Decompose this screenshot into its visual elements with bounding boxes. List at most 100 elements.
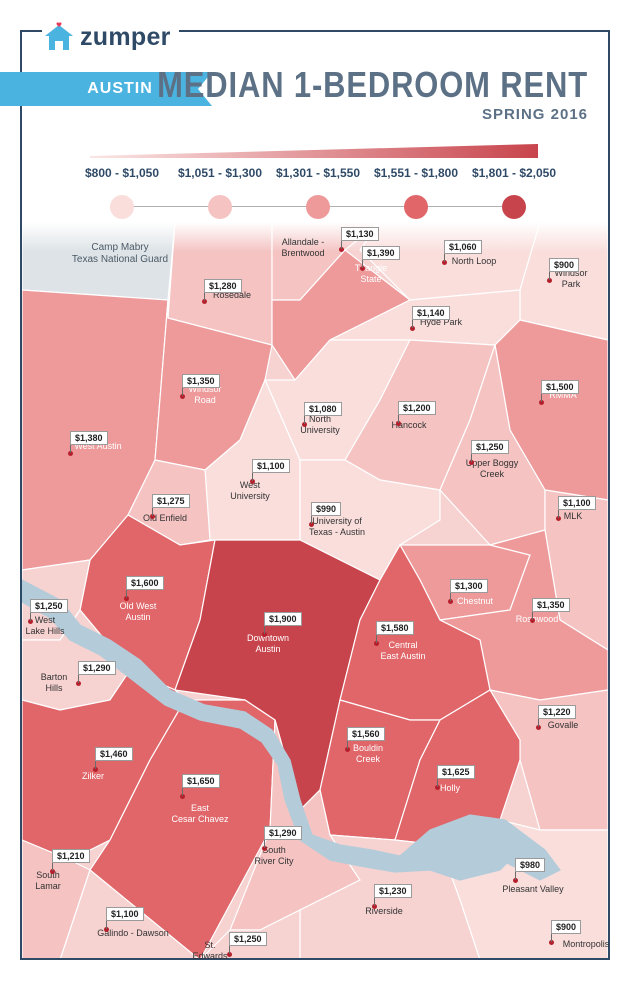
- price-flag: $1,580: [376, 621, 414, 635]
- price-flag: $900: [551, 920, 582, 934]
- price-flag: $1,650: [182, 774, 220, 788]
- neighborhood-name: Old Enfield: [142, 513, 188, 523]
- price-flag: $1,210: [52, 849, 90, 863]
- legend-swatch: [404, 195, 428, 219]
- legend-range-label: $1,551 - $1,800: [373, 166, 459, 180]
- neighborhood-name: Hancock: [391, 420, 427, 430]
- flag-pole: [376, 627, 377, 643]
- neighborhood-name: Chestnut: [456, 596, 494, 606]
- location-pin: [372, 904, 377, 909]
- flag-pole: [450, 585, 451, 601]
- neighborhood-name: Montropolis: [562, 939, 610, 949]
- location-pin: [435, 785, 440, 790]
- neighborhood-name: West University: [230, 480, 270, 501]
- neighborhood-name: Rosewood: [515, 614, 559, 624]
- flag-pole: [532, 604, 533, 620]
- location-pin: [104, 927, 109, 932]
- price-flag: $1,140: [412, 306, 450, 320]
- legend-range-label: $1,051 - $1,300: [177, 166, 263, 180]
- location-pin: [262, 632, 267, 637]
- flag-pole: [70, 437, 71, 453]
- legend-range-label: $1,301 - $1,550: [275, 166, 361, 180]
- price-flag: $1,080: [304, 402, 342, 416]
- neighborhood-name: Windsor Park: [554, 268, 588, 289]
- price-flag: $1,200: [398, 401, 436, 415]
- location-pin: [374, 641, 379, 646]
- location-pin: [530, 618, 535, 623]
- flag-pole: [541, 386, 542, 402]
- neighborhood-name: South Lamar: [35, 870, 61, 891]
- price-flag: $980: [515, 858, 546, 872]
- price-flag: $1,250: [30, 599, 68, 613]
- price-flag: $990: [311, 502, 342, 516]
- location-pin: [250, 479, 255, 484]
- location-pin: [513, 878, 518, 883]
- price-flag: $1,250: [229, 932, 267, 946]
- neighborhood-name: West Lake Hills: [25, 615, 65, 636]
- flag-pole: [471, 446, 472, 462]
- location-pin: [68, 451, 73, 456]
- location-pin: [360, 266, 365, 271]
- price-flag: $1,250: [471, 440, 509, 454]
- price-flag: $1,460: [95, 747, 133, 761]
- price-flag: $1,380: [70, 431, 108, 445]
- location-pin: [539, 400, 544, 405]
- price-flag: $1,625: [437, 765, 475, 779]
- location-pin: [76, 681, 81, 686]
- location-pin: [180, 394, 185, 399]
- zumper-logo: zumper: [42, 20, 179, 54]
- neighborhood-name: East Cesar Chavez: [171, 803, 229, 824]
- neighborhood-name: MLK: [563, 511, 583, 521]
- neighborhood-name: West Austin: [74, 441, 122, 451]
- flag-pole: [229, 938, 230, 954]
- location-pin: [202, 299, 207, 304]
- price-flag: $1,500: [541, 380, 579, 394]
- price-flag: $1,390: [362, 246, 400, 260]
- neighborhood-name: Allandale - Brentwood: [281, 237, 325, 258]
- location-pin: [93, 767, 98, 772]
- neighborhood-name: St. Edwards: [192, 940, 228, 961]
- flag-pole: [304, 408, 305, 424]
- flag-pole: [264, 832, 265, 848]
- legend-swatch: [110, 195, 134, 219]
- flag-pole: [182, 780, 183, 796]
- location-pin: [227, 952, 232, 957]
- flag-pole: [538, 711, 539, 727]
- price-flag: $900: [549, 258, 580, 272]
- location-pin: [345, 747, 350, 752]
- legend: $800 - $1,050 $1,051 - $1,300 $1,301 - $1,…: [85, 142, 556, 222]
- flag-pole: [341, 233, 342, 249]
- flag-pole: [362, 252, 363, 268]
- neighborhood-name: Bouldin Creek: [352, 743, 384, 764]
- price-flag: $1,100: [106, 907, 144, 921]
- price-flag: $1,220: [538, 705, 576, 719]
- location-pin: [396, 421, 401, 426]
- price-flag: $1,350: [182, 374, 220, 388]
- location-pin: [448, 599, 453, 604]
- neighborhood-name: North Loop: [451, 256, 497, 266]
- price-flag: $1,290: [264, 826, 302, 840]
- price-flag: $1,350: [532, 598, 570, 612]
- price-flag: $1,280: [204, 279, 242, 293]
- location-pin: [262, 846, 267, 851]
- neighborhood-name: Triangle State: [354, 263, 388, 284]
- neighborhood-name: Central East Austin: [380, 640, 426, 661]
- flag-pole: [311, 508, 312, 524]
- neighborhood-name: Downtown Austin: [246, 633, 290, 654]
- brand-name: zumper: [80, 22, 171, 51]
- city-banner: AUSTIN: [0, 72, 212, 106]
- legend-swatch: [502, 195, 526, 219]
- location-pin: [339, 247, 344, 252]
- neighborhood-name: Windsor Road: [188, 384, 222, 405]
- region-bouldin: [89, 699, 276, 958]
- poster-frame: [20, 30, 610, 960]
- flag-pole: [95, 753, 96, 769]
- price-flag: $1,100: [558, 496, 596, 510]
- flag-pole: [204, 285, 205, 301]
- flag-pole: [264, 618, 265, 634]
- page-subtitle: SPRING 2016: [481, 106, 588, 123]
- flag-pole: [515, 864, 516, 880]
- price-flag: $1,100: [252, 459, 290, 473]
- price-flag: $1,130: [341, 227, 379, 241]
- legend-gradient-bar: [90, 144, 538, 158]
